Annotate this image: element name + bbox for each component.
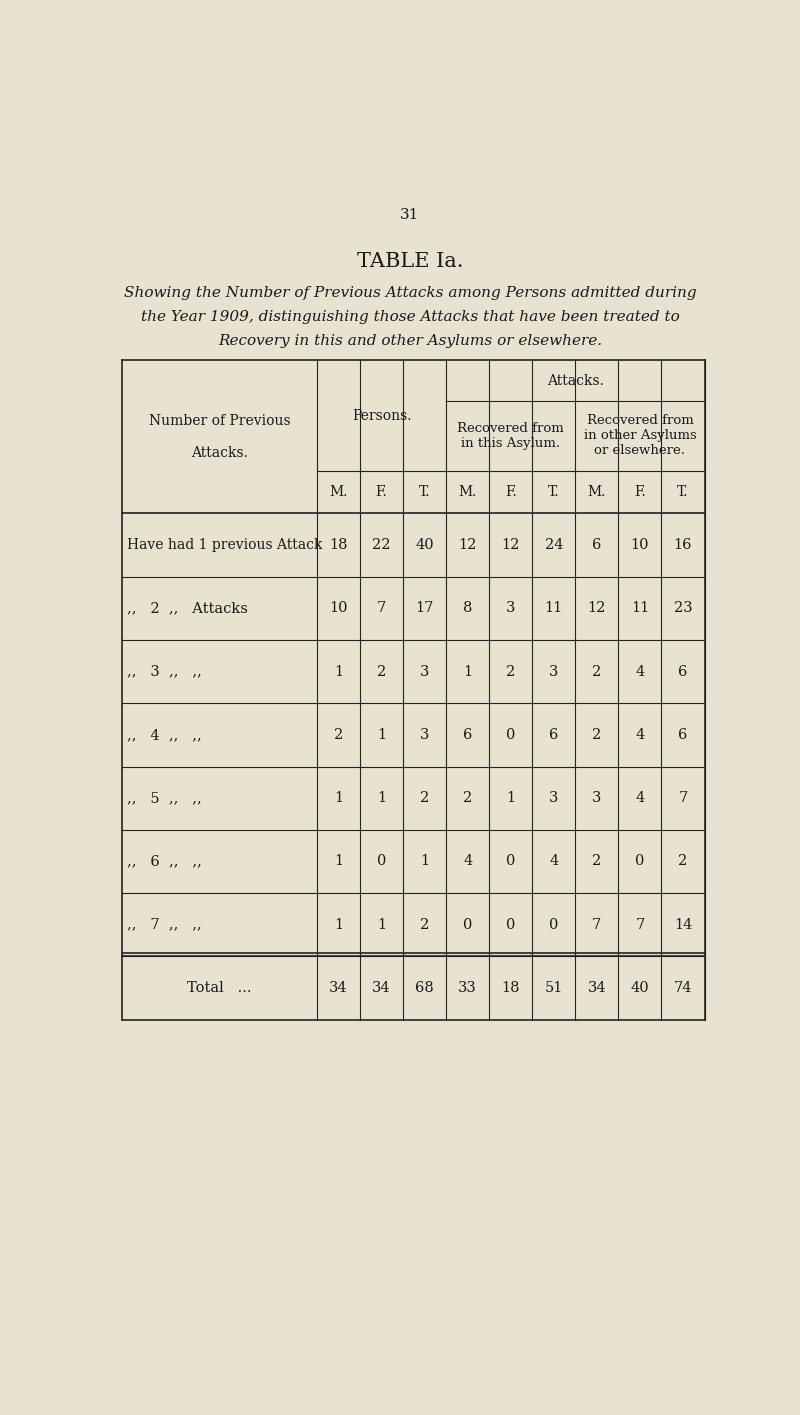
Text: 1: 1 (377, 791, 386, 805)
Text: 2: 2 (420, 791, 430, 805)
Text: Attacks.: Attacks. (547, 374, 604, 388)
Text: Total   ...: Total ... (187, 981, 251, 995)
Text: M.: M. (330, 485, 348, 499)
Text: 17: 17 (415, 601, 434, 616)
Text: 7: 7 (635, 918, 645, 931)
Text: 1: 1 (420, 855, 429, 869)
Text: Showing the Number of Previous Attacks among Persons admitted during: Showing the Number of Previous Attacks a… (124, 286, 696, 300)
Text: 18: 18 (330, 538, 348, 552)
Text: 3: 3 (592, 791, 602, 805)
Text: 2: 2 (463, 791, 472, 805)
Text: F.: F. (634, 485, 646, 499)
Text: 2: 2 (377, 665, 386, 679)
Text: ,,   5  ,,   ,,: ,, 5 ,, ,, (126, 791, 202, 805)
Text: 3: 3 (549, 665, 558, 679)
Text: 0: 0 (549, 918, 558, 931)
Text: 68: 68 (415, 981, 434, 995)
Text: 1: 1 (334, 791, 343, 805)
Text: 14: 14 (674, 918, 692, 931)
Text: 0: 0 (377, 855, 386, 869)
Text: 12: 12 (458, 538, 477, 552)
Text: 11: 11 (630, 601, 649, 616)
Text: 0: 0 (463, 918, 472, 931)
Text: 2: 2 (506, 665, 515, 679)
Text: 8: 8 (463, 601, 472, 616)
Text: 4: 4 (549, 855, 558, 869)
Text: 16: 16 (674, 538, 692, 552)
Text: F.: F. (376, 485, 387, 499)
Text: 1: 1 (377, 727, 386, 741)
Text: 0: 0 (506, 727, 515, 741)
Text: 34: 34 (372, 981, 391, 995)
Text: 33: 33 (458, 981, 477, 995)
Text: Have had 1 previous Attack: Have had 1 previous Attack (126, 538, 322, 552)
Text: 4: 4 (635, 791, 645, 805)
Text: 2: 2 (678, 855, 687, 869)
Text: T.: T. (548, 485, 559, 499)
Text: 1: 1 (334, 665, 343, 679)
Text: 1: 1 (463, 665, 472, 679)
Text: 3: 3 (420, 665, 430, 679)
Text: T.: T. (678, 485, 689, 499)
Text: 18: 18 (502, 981, 520, 995)
Text: 7: 7 (592, 918, 602, 931)
Text: Number of Previous

Attacks.: Number of Previous Attacks. (149, 413, 290, 460)
Text: 6: 6 (592, 538, 602, 552)
Text: 1: 1 (506, 791, 515, 805)
Text: 0: 0 (506, 918, 515, 931)
Text: Recovered from
in this Asylum.: Recovered from in this Asylum. (458, 422, 564, 450)
Text: 3: 3 (549, 791, 558, 805)
Text: 10: 10 (330, 601, 348, 616)
Text: 34: 34 (587, 981, 606, 995)
Text: 22: 22 (372, 538, 390, 552)
Text: 6: 6 (463, 727, 472, 741)
Text: 40: 40 (415, 538, 434, 552)
Text: Recovery in this and other Asylums or elsewhere.: Recovery in this and other Asylums or el… (218, 334, 602, 348)
Text: 0: 0 (506, 855, 515, 869)
Text: Recovered from
in other Asylums
or elsewhere.: Recovered from in other Asylums or elsew… (583, 415, 696, 457)
Text: 6: 6 (549, 727, 558, 741)
Text: 2: 2 (420, 918, 430, 931)
Text: 51: 51 (545, 981, 563, 995)
Text: 12: 12 (502, 538, 520, 552)
Text: 40: 40 (630, 981, 650, 995)
Text: 4: 4 (463, 855, 472, 869)
Text: ,,   3  ,,   ,,: ,, 3 ,, ,, (126, 665, 202, 679)
Text: 7: 7 (678, 791, 687, 805)
Text: ,,   4  ,,   ,,: ,, 4 ,, ,, (126, 727, 202, 741)
Text: 12: 12 (588, 601, 606, 616)
Text: 34: 34 (329, 981, 348, 995)
Text: the Year 1909, distinguishing those Attacks that have been treated to: the Year 1909, distinguishing those Atta… (141, 310, 679, 324)
Text: TABLE Ia.: TABLE Ia. (357, 252, 463, 270)
Text: T.: T. (419, 485, 430, 499)
Text: 2: 2 (592, 727, 602, 741)
Text: 3: 3 (420, 727, 430, 741)
Text: 6: 6 (678, 727, 688, 741)
Text: 23: 23 (674, 601, 692, 616)
Text: M.: M. (458, 485, 477, 499)
Text: 4: 4 (635, 665, 645, 679)
Text: ,,   7  ,,   ,,: ,, 7 ,, ,, (126, 918, 202, 931)
Text: F.: F. (505, 485, 517, 499)
Text: 3: 3 (506, 601, 515, 616)
Text: 31: 31 (400, 208, 420, 222)
Text: 10: 10 (630, 538, 649, 552)
Text: ,,   2  ,,   Attacks: ,, 2 ,, Attacks (126, 601, 247, 616)
Text: 2: 2 (334, 727, 343, 741)
Text: Persons.: Persons. (352, 409, 411, 423)
Text: 4: 4 (635, 727, 645, 741)
Text: 7: 7 (377, 601, 386, 616)
Text: M.: M. (588, 485, 606, 499)
Text: 1: 1 (334, 855, 343, 869)
Text: 74: 74 (674, 981, 692, 995)
Text: 2: 2 (592, 855, 602, 869)
Text: 24: 24 (545, 538, 563, 552)
Text: 1: 1 (334, 918, 343, 931)
Text: 6: 6 (678, 665, 688, 679)
Text: 11: 11 (545, 601, 563, 616)
Text: 2: 2 (592, 665, 602, 679)
Text: 1: 1 (377, 918, 386, 931)
Text: 0: 0 (635, 855, 645, 869)
Text: ,,   6  ,,   ,,: ,, 6 ,, ,, (126, 855, 202, 869)
